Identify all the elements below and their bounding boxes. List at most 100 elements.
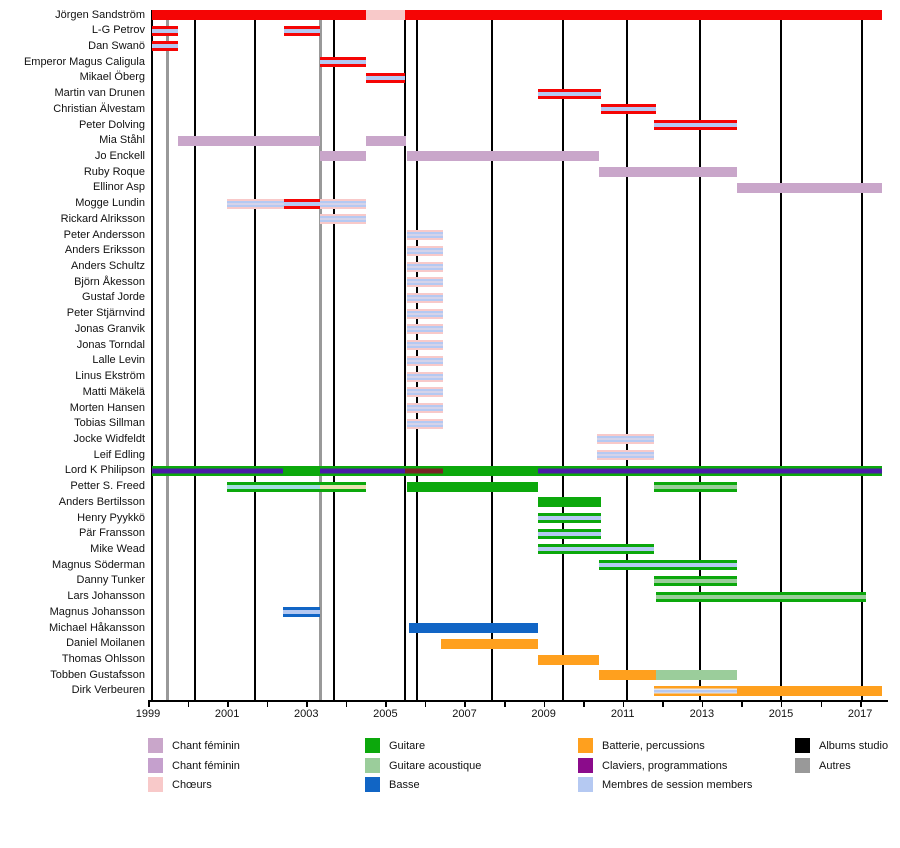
legend-swatch	[578, 738, 593, 753]
timeline-bar	[600, 104, 657, 115]
x-axis-tick	[780, 702, 783, 707]
timeline-bar	[407, 308, 443, 319]
timeline-bar	[737, 685, 882, 696]
member-label: Henry Pyykkö	[77, 511, 145, 524]
legend-swatch	[148, 758, 163, 773]
x-axis-tick	[424, 702, 427, 707]
member-label: Lalle Levin	[92, 354, 145, 367]
album-studio-line	[332, 10, 335, 700]
legend-swatch	[365, 738, 380, 753]
timeline-bar	[598, 560, 738, 571]
legend-item: Membres de session members	[578, 777, 788, 793]
x-axis-tick	[266, 702, 269, 707]
timeline-bar	[598, 167, 738, 178]
x-axis-tick	[227, 702, 229, 707]
timeline-bar	[407, 340, 443, 351]
timeline-bar	[537, 544, 655, 555]
member-label: Danny Tunker	[76, 574, 145, 587]
member-label: Emperor Magus Caligula	[23, 55, 145, 68]
timeline-bar	[407, 371, 443, 382]
member-label: Martin van Drunen	[54, 87, 146, 100]
legend-item: Claviers, programmations	[578, 758, 788, 774]
album-studio-line	[491, 10, 494, 700]
x-axis-tick	[662, 702, 664, 707]
timeline-bar	[597, 434, 655, 445]
timeline-bar	[282, 465, 321, 476]
legend-item: Basse	[365, 777, 575, 793]
timeline-bar	[320, 465, 406, 476]
member-label: Mikael Öberg	[79, 71, 145, 84]
legend-label: Guitare	[389, 740, 426, 752]
legend-label: Batterie, percussions	[602, 740, 705, 752]
timeline-bar	[654, 120, 738, 131]
timeline-bar	[442, 465, 538, 476]
timeline-bar	[177, 135, 321, 146]
legend-label: Guitare acoustique	[389, 760, 482, 772]
timeline-bar	[365, 72, 406, 83]
legend-item: Batterie, percussions	[578, 738, 788, 754]
member-label: Mia Ståhl	[99, 134, 145, 147]
x-axis-tick	[860, 702, 862, 707]
timeline-bar	[320, 481, 366, 492]
legend-swatch	[148, 777, 163, 792]
album-studio-line	[562, 10, 565, 700]
member-label: Rickard Alriksson	[60, 212, 145, 225]
timeline-bar	[365, 135, 406, 146]
member-label: Thomas Ohlsson	[61, 653, 145, 666]
timeline-bar	[409, 623, 538, 634]
timeline-bar	[151, 10, 366, 20]
member-label: Anders Schultz	[71, 260, 145, 273]
timeline-bar	[284, 198, 321, 209]
timeline-bar	[654, 685, 738, 696]
member-label: Magnus Johansson	[49, 605, 145, 618]
timeline-bar	[407, 324, 443, 335]
x-axis-year-label: 2017	[847, 708, 873, 720]
member-label: Morten Hansen	[69, 401, 145, 414]
legend-label: Chant féminin	[172, 760, 240, 772]
legend-item: Guitare acoustique	[365, 758, 575, 774]
album-studio-line	[698, 10, 701, 700]
timeline-bar	[537, 88, 601, 99]
legend-label: Albums studio	[819, 740, 889, 752]
timeline-bar	[537, 513, 601, 524]
timeline-bar	[537, 654, 599, 665]
timeline-bar	[282, 607, 321, 618]
member-label: Dan Swanö	[88, 39, 145, 52]
member-label: Petter S. Freed	[70, 480, 145, 493]
album-studio-line	[861, 10, 864, 700]
album-studio-line	[253, 10, 256, 700]
member-label: Jonas Granvik	[74, 322, 145, 335]
member-label: Daniel Moilanen	[66, 637, 145, 650]
member-label: Magnus Söderman	[52, 558, 145, 571]
x-axis-tick	[306, 702, 308, 707]
timeline-bar	[407, 403, 443, 413]
timeline-bar	[320, 151, 366, 162]
x-axis-tick	[187, 702, 190, 707]
x-axis-tick	[820, 702, 823, 707]
timeline-bar	[365, 10, 406, 20]
timeline-bar	[407, 292, 443, 303]
timeline-bar	[407, 481, 538, 492]
timeline-bar	[407, 261, 443, 272]
member-label: Anders Bertilsson	[58, 495, 145, 508]
member-label: Peter Stjärnvind	[66, 307, 145, 320]
x-axis-tick	[385, 702, 387, 707]
legend-swatch	[365, 758, 380, 773]
member-label: Lord K Philipson	[64, 464, 145, 477]
timeline-bar	[407, 151, 599, 162]
member-label: Leif Edling	[93, 448, 145, 461]
member-label: Peter Andersson	[63, 228, 145, 241]
x-axis-tick	[345, 702, 348, 707]
album-studio-line	[194, 10, 197, 700]
album-studio-line	[404, 10, 407, 700]
member-label: Gustaf Jorde	[82, 291, 145, 304]
autres-line	[318, 10, 322, 700]
timeline-bar	[151, 41, 178, 52]
x-axis-year-label: 2009	[531, 708, 556, 720]
timeline-bar	[284, 25, 321, 36]
member-label: Ruby Roque	[83, 165, 145, 178]
legend-label: Basse	[389, 779, 420, 791]
legend-swatch	[365, 777, 380, 792]
album-studio-line	[779, 10, 782, 700]
